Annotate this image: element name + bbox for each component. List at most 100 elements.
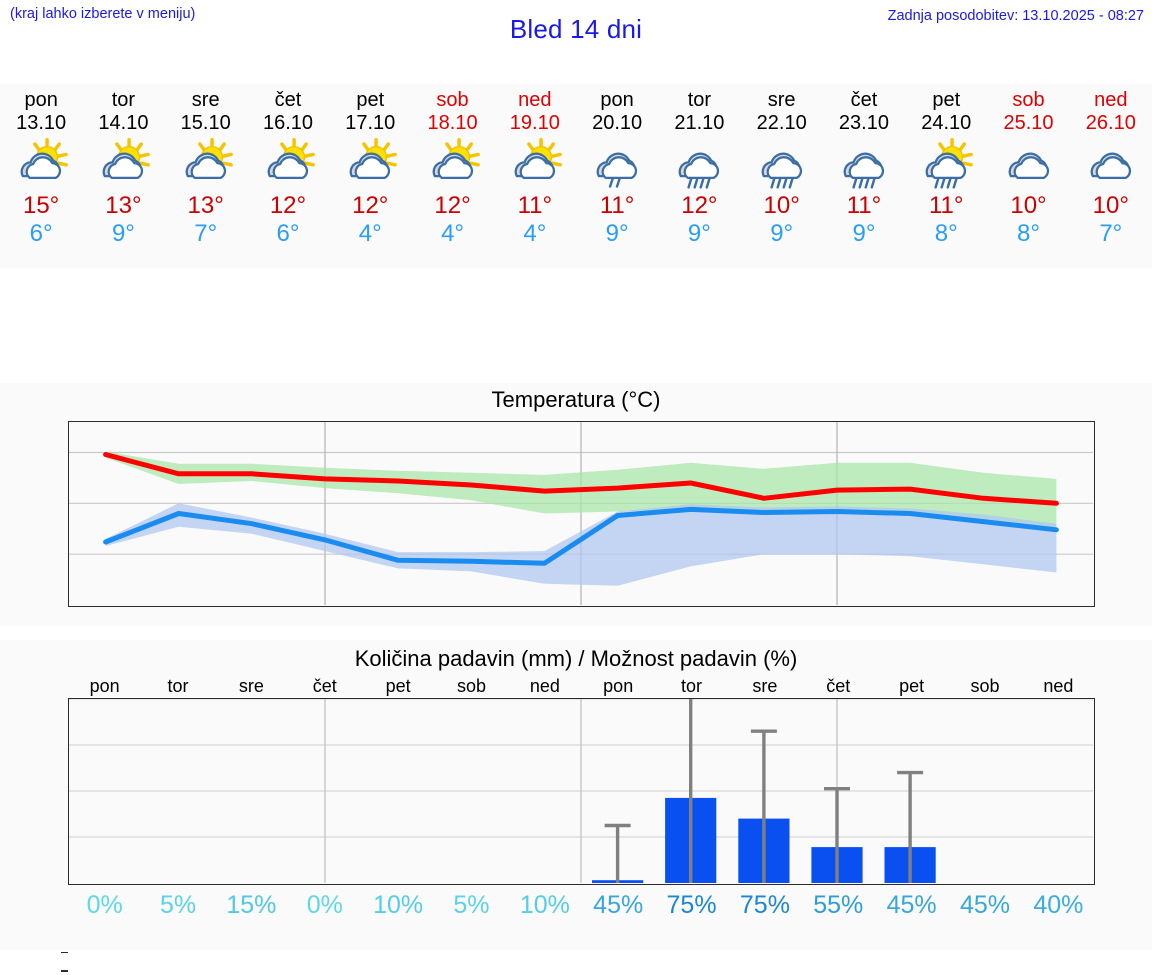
precipitation-chart-title: Količina padavin (mm) / Možnost padavin … xyxy=(354,646,798,671)
day-date: 15.10 xyxy=(180,112,231,134)
cloud-icon xyxy=(1008,152,1049,179)
day-column[interactable]: pon 20.10 11° 9° xyxy=(576,84,658,268)
precipitation-day-label: čet xyxy=(312,676,337,696)
precipitation-probability-label: 5% xyxy=(453,891,490,919)
day-date: 14.10 xyxy=(98,112,149,134)
precipitation-probability-label: 0% xyxy=(86,891,123,919)
precipitation-probability-row: 0% 5% 15% 0% 10% 5% 10% 45% 75% 75% 55% 45% 45% 40% xyxy=(68,888,1095,928)
day-temp-max: 13° xyxy=(187,192,224,219)
temperature-svg xyxy=(69,422,1093,605)
day-temp-max: 11° xyxy=(599,192,635,219)
axis-tick xyxy=(61,970,68,972)
day-column[interactable]: čet 23.10 11° 9° xyxy=(823,84,905,268)
day-temp-max: 10° xyxy=(1010,192,1047,219)
day-name: sre xyxy=(191,89,220,111)
day-temp-max: 15° xyxy=(22,192,60,219)
sun-behind-cloud-icon xyxy=(432,138,480,179)
day-name: čet xyxy=(850,89,878,111)
day-column[interactable]: pet 24.10 11° 8° xyxy=(905,84,987,268)
precipitation-probability-label: 40% xyxy=(1033,891,1084,919)
day-temp-min: 7° xyxy=(1099,220,1123,247)
day-temp-min: 8° xyxy=(934,220,958,247)
cloud-rain-icon xyxy=(843,152,885,189)
day-temp-min: 9° xyxy=(770,220,794,247)
cloud-light-rain-icon xyxy=(596,152,638,188)
day-temp-max: 11° xyxy=(846,192,882,219)
day-date: 24.10 xyxy=(921,112,972,134)
temperature-panel: Temperatura (°C) 051015 © vreme.us & vre… xyxy=(0,383,1152,972)
day-column[interactable]: ned 26.10 10° 7° xyxy=(1070,84,1152,268)
precipitation-plot-area xyxy=(68,698,1095,885)
day-column[interactable]: ned 19.10 11° 4° xyxy=(494,84,576,268)
precipitation-day-label: pon xyxy=(603,676,634,696)
precipitation-probability-label: 10% xyxy=(373,891,424,919)
day-date: 22.10 xyxy=(756,112,807,134)
precipitation-day-label: pet xyxy=(385,676,411,696)
day-temp-min: 9° xyxy=(852,220,876,247)
day-temp-min: 6° xyxy=(276,220,300,247)
precipitation-day-labels: pon tor sre čet pet sob ned pon tor sre čet pet sob n… xyxy=(68,675,1095,697)
precipitation-probability-label: 15% xyxy=(226,891,277,919)
precipitation-probability-label: 75% xyxy=(666,891,717,919)
day-column[interactable]: sre 22.10 10° 9° xyxy=(741,84,823,268)
precipitation-probability-label: 0% xyxy=(306,891,343,919)
sun-behind-cloud-rain-icon xyxy=(925,138,974,189)
day-name: sob xyxy=(436,89,469,111)
precipitation-svg xyxy=(69,699,1093,883)
day-column[interactable]: pet 17.10 12° 4° xyxy=(329,84,411,268)
day-temp-min: 6° xyxy=(29,220,53,247)
day-temp-min: 8° xyxy=(1017,220,1040,247)
precipitation-day-label: sob xyxy=(970,676,1000,696)
precipitation-probability-label: 10% xyxy=(519,891,570,919)
day-temp-max: 10° xyxy=(1092,192,1129,219)
day-date: 25.10 xyxy=(1003,112,1054,134)
cloud-icon xyxy=(1090,152,1131,179)
sun-behind-cloud-icon xyxy=(349,138,398,179)
page-title: Bled 14 dni xyxy=(509,14,643,44)
precipitation-day-label: ned xyxy=(1043,676,1074,696)
day-date: 16.10 xyxy=(262,112,314,134)
day-temp-max: 12° xyxy=(434,192,471,219)
precipitation-day-label: sre xyxy=(238,676,264,696)
day-name: sob xyxy=(1012,89,1045,111)
precipitation-day-label: tor xyxy=(681,676,703,696)
day-column[interactable]: sob 18.10 12° 4° xyxy=(411,84,493,268)
day-column[interactable]: sob 25.10 10° 8° xyxy=(987,84,1069,268)
axis-tick xyxy=(61,951,68,954)
day-name: sre xyxy=(767,89,796,111)
precipitation-probability-label: 45% xyxy=(593,891,644,919)
day-column[interactable]: tor 21.10 12° 9° xyxy=(658,84,740,268)
day-name: pon xyxy=(600,89,634,111)
precipitation-probability-label: 55% xyxy=(813,891,864,919)
cloud-rain-icon xyxy=(679,152,720,189)
day-column[interactable]: čet 16.10 12° 6° xyxy=(247,84,329,268)
day-date: 13.10 xyxy=(16,112,67,134)
daily-forecast-strip: pon 13.10 15° 6° tor 14.10 13° 9° sre 15.10 xyxy=(0,84,1152,268)
day-date: 20.10 xyxy=(592,112,643,134)
day-name: ned xyxy=(1094,89,1128,111)
precipitation-probability-label: 45% xyxy=(959,891,1011,919)
day-column[interactable]: sre 15.10 13° 7° xyxy=(165,84,247,268)
day-date: 19.10 xyxy=(509,112,560,134)
day-temp-min: 4° xyxy=(441,220,465,247)
sun-behind-cloud-icon xyxy=(514,138,562,179)
precipitation-probability-label: 75% xyxy=(739,891,790,919)
day-temp-max: 11° xyxy=(517,192,553,219)
day-temp-min: 9° xyxy=(111,220,135,247)
precipitation-day-label: pet xyxy=(899,676,925,696)
last-updated-text: Zadnja posodobitev: 13.10.2025 - 08:27 xyxy=(887,8,1144,24)
sun-behind-cloud-icon xyxy=(185,138,233,179)
day-name: pet xyxy=(356,89,385,111)
day-date: 23.10 xyxy=(838,112,889,134)
temperature-plot-area xyxy=(68,421,1095,607)
day-column[interactable]: pon 13.10 15° 6° xyxy=(0,84,82,268)
day-temp-min: 4° xyxy=(358,220,382,247)
day-temp-max: 13° xyxy=(105,192,142,219)
day-name: čet xyxy=(274,89,302,111)
day-temp-min: 4° xyxy=(523,220,547,247)
day-column[interactable]: tor 14.10 13° 9° xyxy=(82,84,164,268)
sun-behind-cloud-icon xyxy=(267,138,315,179)
precipitation-day-label: sob xyxy=(456,676,486,696)
precipitation-probability-label: 45% xyxy=(886,891,937,919)
